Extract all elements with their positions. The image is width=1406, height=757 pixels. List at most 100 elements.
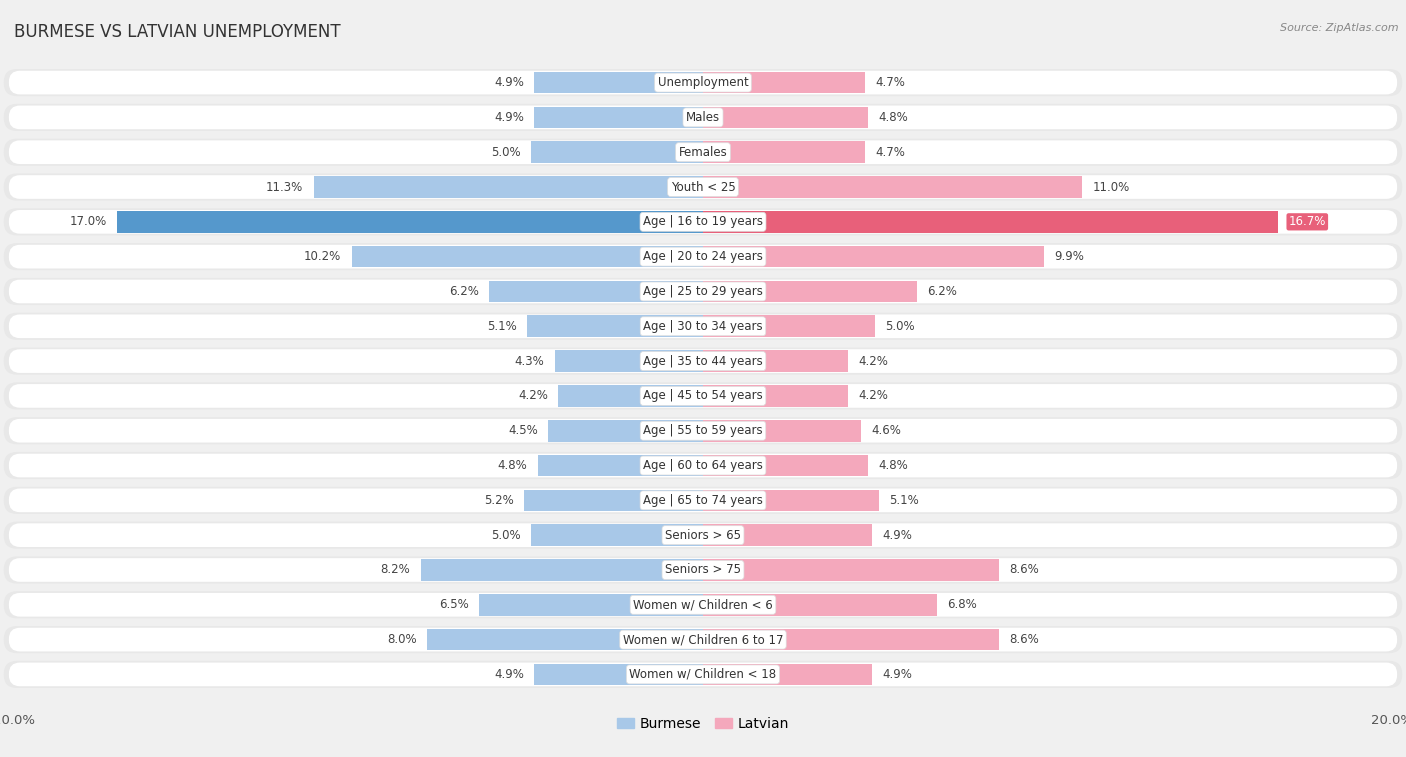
FancyBboxPatch shape	[8, 349, 1398, 373]
Text: 8.6%: 8.6%	[1010, 563, 1039, 577]
FancyBboxPatch shape	[8, 384, 1398, 408]
Bar	[703, 281, 917, 302]
Text: 4.7%: 4.7%	[875, 145, 905, 159]
Text: Age | 35 to 44 years: Age | 35 to 44 years	[643, 354, 763, 368]
Bar	[703, 594, 938, 615]
Text: 4.2%: 4.2%	[858, 389, 887, 403]
Text: Age | 20 to 24 years: Age | 20 to 24 years	[643, 250, 763, 263]
Text: Women w/ Children 6 to 17: Women w/ Children 6 to 17	[623, 633, 783, 646]
Text: 6.8%: 6.8%	[948, 598, 977, 612]
Text: 4.3%: 4.3%	[515, 354, 544, 368]
FancyBboxPatch shape	[4, 243, 1402, 270]
FancyBboxPatch shape	[4, 347, 1402, 375]
Bar	[531, 525, 703, 546]
Bar	[314, 176, 703, 198]
FancyBboxPatch shape	[4, 522, 1402, 549]
FancyBboxPatch shape	[4, 278, 1402, 305]
Text: 4.2%: 4.2%	[858, 354, 887, 368]
Bar	[558, 385, 703, 407]
Bar	[703, 559, 1000, 581]
FancyBboxPatch shape	[8, 593, 1398, 617]
Text: Males: Males	[686, 111, 720, 124]
Bar	[703, 107, 869, 128]
Bar	[524, 490, 703, 511]
FancyBboxPatch shape	[8, 314, 1398, 338]
Bar	[534, 72, 703, 93]
Text: 4.6%: 4.6%	[872, 424, 901, 438]
FancyBboxPatch shape	[8, 245, 1398, 269]
Bar	[703, 246, 1045, 267]
Text: Age | 60 to 64 years: Age | 60 to 64 years	[643, 459, 763, 472]
Bar	[531, 142, 703, 163]
Text: Youth < 25: Youth < 25	[671, 180, 735, 194]
Text: 6.2%: 6.2%	[450, 285, 479, 298]
Bar	[703, 420, 862, 441]
Bar	[703, 176, 1083, 198]
Text: 5.1%: 5.1%	[889, 494, 918, 507]
Bar	[555, 350, 703, 372]
Text: 8.6%: 8.6%	[1010, 633, 1039, 646]
FancyBboxPatch shape	[8, 558, 1398, 582]
FancyBboxPatch shape	[4, 69, 1402, 96]
Bar	[703, 455, 869, 476]
Text: Age | 55 to 59 years: Age | 55 to 59 years	[643, 424, 763, 438]
Text: 11.0%: 11.0%	[1092, 180, 1129, 194]
Text: 10.2%: 10.2%	[304, 250, 342, 263]
Bar	[703, 316, 875, 337]
Text: 4.8%: 4.8%	[498, 459, 527, 472]
Text: 6.2%: 6.2%	[927, 285, 956, 298]
Text: 16.7%: 16.7%	[1289, 215, 1326, 229]
FancyBboxPatch shape	[8, 140, 1398, 164]
Text: BURMESE VS LATVIAN UNEMPLOYMENT: BURMESE VS LATVIAN UNEMPLOYMENT	[14, 23, 340, 41]
Text: 8.0%: 8.0%	[388, 633, 418, 646]
Text: 4.2%: 4.2%	[519, 389, 548, 403]
FancyBboxPatch shape	[4, 487, 1402, 514]
Bar	[703, 525, 872, 546]
FancyBboxPatch shape	[4, 591, 1402, 618]
Legend: Burmese, Latvian: Burmese, Latvian	[612, 711, 794, 736]
Text: 5.1%: 5.1%	[488, 319, 517, 333]
Bar	[548, 420, 703, 441]
FancyBboxPatch shape	[8, 105, 1398, 129]
FancyBboxPatch shape	[4, 139, 1402, 166]
FancyBboxPatch shape	[8, 419, 1398, 443]
FancyBboxPatch shape	[4, 626, 1402, 653]
Text: Source: ZipAtlas.com: Source: ZipAtlas.com	[1281, 23, 1399, 33]
FancyBboxPatch shape	[8, 279, 1398, 304]
Text: Age | 25 to 29 years: Age | 25 to 29 years	[643, 285, 763, 298]
FancyBboxPatch shape	[4, 452, 1402, 479]
Bar	[534, 664, 703, 685]
Text: 4.9%: 4.9%	[494, 76, 524, 89]
Text: Seniors > 75: Seniors > 75	[665, 563, 741, 577]
Bar	[703, 72, 865, 93]
FancyBboxPatch shape	[8, 488, 1398, 512]
Text: 4.9%: 4.9%	[882, 668, 912, 681]
Text: Unemployment: Unemployment	[658, 76, 748, 89]
FancyBboxPatch shape	[8, 523, 1398, 547]
Text: 4.5%: 4.5%	[508, 424, 537, 438]
Text: 4.9%: 4.9%	[882, 528, 912, 542]
FancyBboxPatch shape	[8, 453, 1398, 478]
Bar	[427, 629, 703, 650]
FancyBboxPatch shape	[8, 175, 1398, 199]
Text: 5.0%: 5.0%	[886, 319, 915, 333]
Bar	[479, 594, 703, 615]
FancyBboxPatch shape	[8, 210, 1398, 234]
Bar	[703, 211, 1278, 232]
Text: Age | 30 to 34 years: Age | 30 to 34 years	[643, 319, 763, 333]
Text: 5.0%: 5.0%	[491, 145, 520, 159]
FancyBboxPatch shape	[4, 417, 1402, 444]
Text: 9.9%: 9.9%	[1054, 250, 1084, 263]
Text: 5.0%: 5.0%	[491, 528, 520, 542]
FancyBboxPatch shape	[8, 70, 1398, 95]
FancyBboxPatch shape	[8, 662, 1398, 687]
FancyBboxPatch shape	[4, 661, 1402, 688]
FancyBboxPatch shape	[4, 313, 1402, 340]
Bar	[537, 455, 703, 476]
Text: 4.9%: 4.9%	[494, 111, 524, 124]
Text: Women w/ Children < 6: Women w/ Children < 6	[633, 598, 773, 612]
Bar	[703, 490, 879, 511]
Bar	[703, 350, 848, 372]
FancyBboxPatch shape	[4, 173, 1402, 201]
Text: Females: Females	[679, 145, 727, 159]
